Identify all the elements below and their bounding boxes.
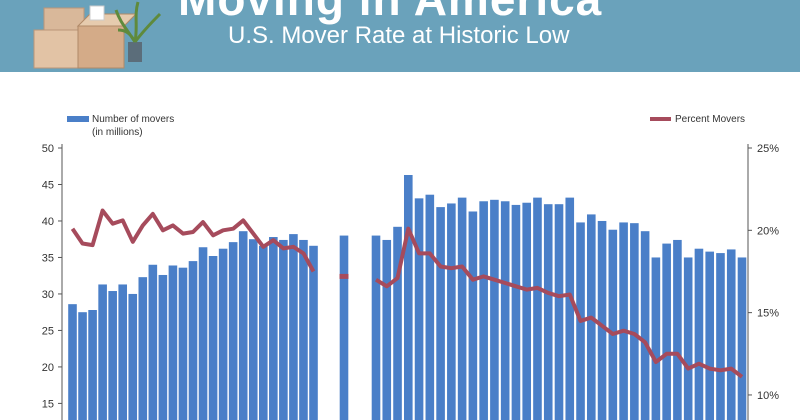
mover-bar xyxy=(309,245,318,420)
mover-bar xyxy=(403,175,413,420)
left-tick-label: 15 xyxy=(42,398,54,410)
mover-bar xyxy=(198,247,208,420)
mover-bar xyxy=(457,197,467,420)
left-tick-label: 45 xyxy=(42,179,54,191)
mover-bar xyxy=(737,257,747,420)
mover-bar xyxy=(248,239,258,420)
mover-bar xyxy=(522,202,532,420)
left-tick-label: 35 xyxy=(42,252,54,264)
mover-bar xyxy=(178,267,188,420)
mover-bar xyxy=(414,198,424,420)
mover-bar xyxy=(716,253,725,420)
mover-bar xyxy=(533,197,542,420)
mover-bar xyxy=(640,231,650,420)
mover-bar xyxy=(425,194,435,420)
mover-bar xyxy=(479,201,488,420)
mover-bar xyxy=(289,234,298,420)
mover-bar xyxy=(279,239,288,420)
chart-legend: Number of movers (in millions) Percent M… xyxy=(67,114,745,138)
mover-bar xyxy=(490,199,499,420)
mover-bar xyxy=(299,239,308,420)
left-tick-label: 30 xyxy=(42,289,54,301)
left-axis-ticks: 15 20 25 30 35 40 45 50 xyxy=(42,143,62,410)
mover-bar xyxy=(619,222,628,420)
mover-bar xyxy=(447,203,456,420)
mover-bar xyxy=(608,229,618,420)
mover-bar xyxy=(554,204,564,420)
mover-bar xyxy=(148,264,158,420)
left-tick-label: 25 xyxy=(42,325,54,337)
mover-bar xyxy=(218,248,228,420)
right-axis-ticks: 10% 15% 20% 25% xyxy=(748,143,779,402)
percent-movers-line xyxy=(70,208,744,379)
mover-bar xyxy=(436,207,445,420)
left-tick-label: 50 xyxy=(42,143,54,155)
mover-bar xyxy=(382,239,392,420)
mover-bar xyxy=(68,304,77,420)
mover-bar xyxy=(726,249,736,420)
infographic-title: Moving in America xyxy=(178,0,602,26)
movers-chart: Number of movers (in millions) Percent M… xyxy=(42,114,779,420)
percent-line-segment-late xyxy=(374,226,744,379)
left-tick-label: 40 xyxy=(42,216,54,228)
mover-bar xyxy=(393,226,402,420)
mover-bar xyxy=(158,274,168,420)
mover-bar xyxy=(694,248,704,420)
moving-boxes-icon xyxy=(33,1,162,69)
mover-bar xyxy=(673,239,682,420)
legend-bar-label-line2: (in millions) xyxy=(92,127,143,138)
mover-bar xyxy=(188,261,198,420)
legend-line-label: Percent Movers xyxy=(675,114,745,125)
legend-bar-swatch xyxy=(67,116,89,122)
mover-bar xyxy=(371,235,381,420)
mover-bar xyxy=(565,197,575,420)
mover-bar xyxy=(651,257,661,420)
right-tick-label: 25% xyxy=(757,143,779,155)
mover-bar xyxy=(138,277,148,420)
mover-bar xyxy=(88,310,97,420)
right-tick-label: 20% xyxy=(757,225,779,237)
right-tick-label: 15% xyxy=(757,308,779,320)
mover-bar xyxy=(630,223,639,420)
movers-bars xyxy=(68,175,747,420)
mover-bar xyxy=(468,211,478,420)
mover-bar xyxy=(108,291,117,420)
left-tick-label: 20 xyxy=(42,362,54,374)
mover-bar xyxy=(683,257,693,420)
mover-bar xyxy=(662,243,671,420)
mover-bar xyxy=(258,245,268,420)
mover-bar xyxy=(597,220,607,420)
mover-bar xyxy=(228,242,238,420)
mover-bar xyxy=(705,251,715,420)
legend-bar-label-line1: Number of movers xyxy=(92,114,174,125)
infographic-subtitle: U.S. Mover Rate at Historic Low xyxy=(228,22,570,49)
mover-bar xyxy=(339,235,349,420)
mover-bar xyxy=(168,265,178,420)
mover-bar xyxy=(78,312,87,420)
mover-bar xyxy=(208,256,218,420)
header-banner: Moving in America U.S. Mover Rate at His… xyxy=(0,0,800,72)
mover-bar xyxy=(128,293,138,420)
mover-bar xyxy=(511,204,521,420)
right-tick-label: 10% xyxy=(757,390,779,402)
mover-bar xyxy=(500,201,510,420)
mover-bar xyxy=(543,204,553,420)
percent-line-segment-early xyxy=(70,208,316,273)
mover-bar xyxy=(118,284,128,420)
mover-bar xyxy=(98,284,107,420)
mover-bar xyxy=(269,237,278,420)
mover-bar xyxy=(238,231,248,420)
